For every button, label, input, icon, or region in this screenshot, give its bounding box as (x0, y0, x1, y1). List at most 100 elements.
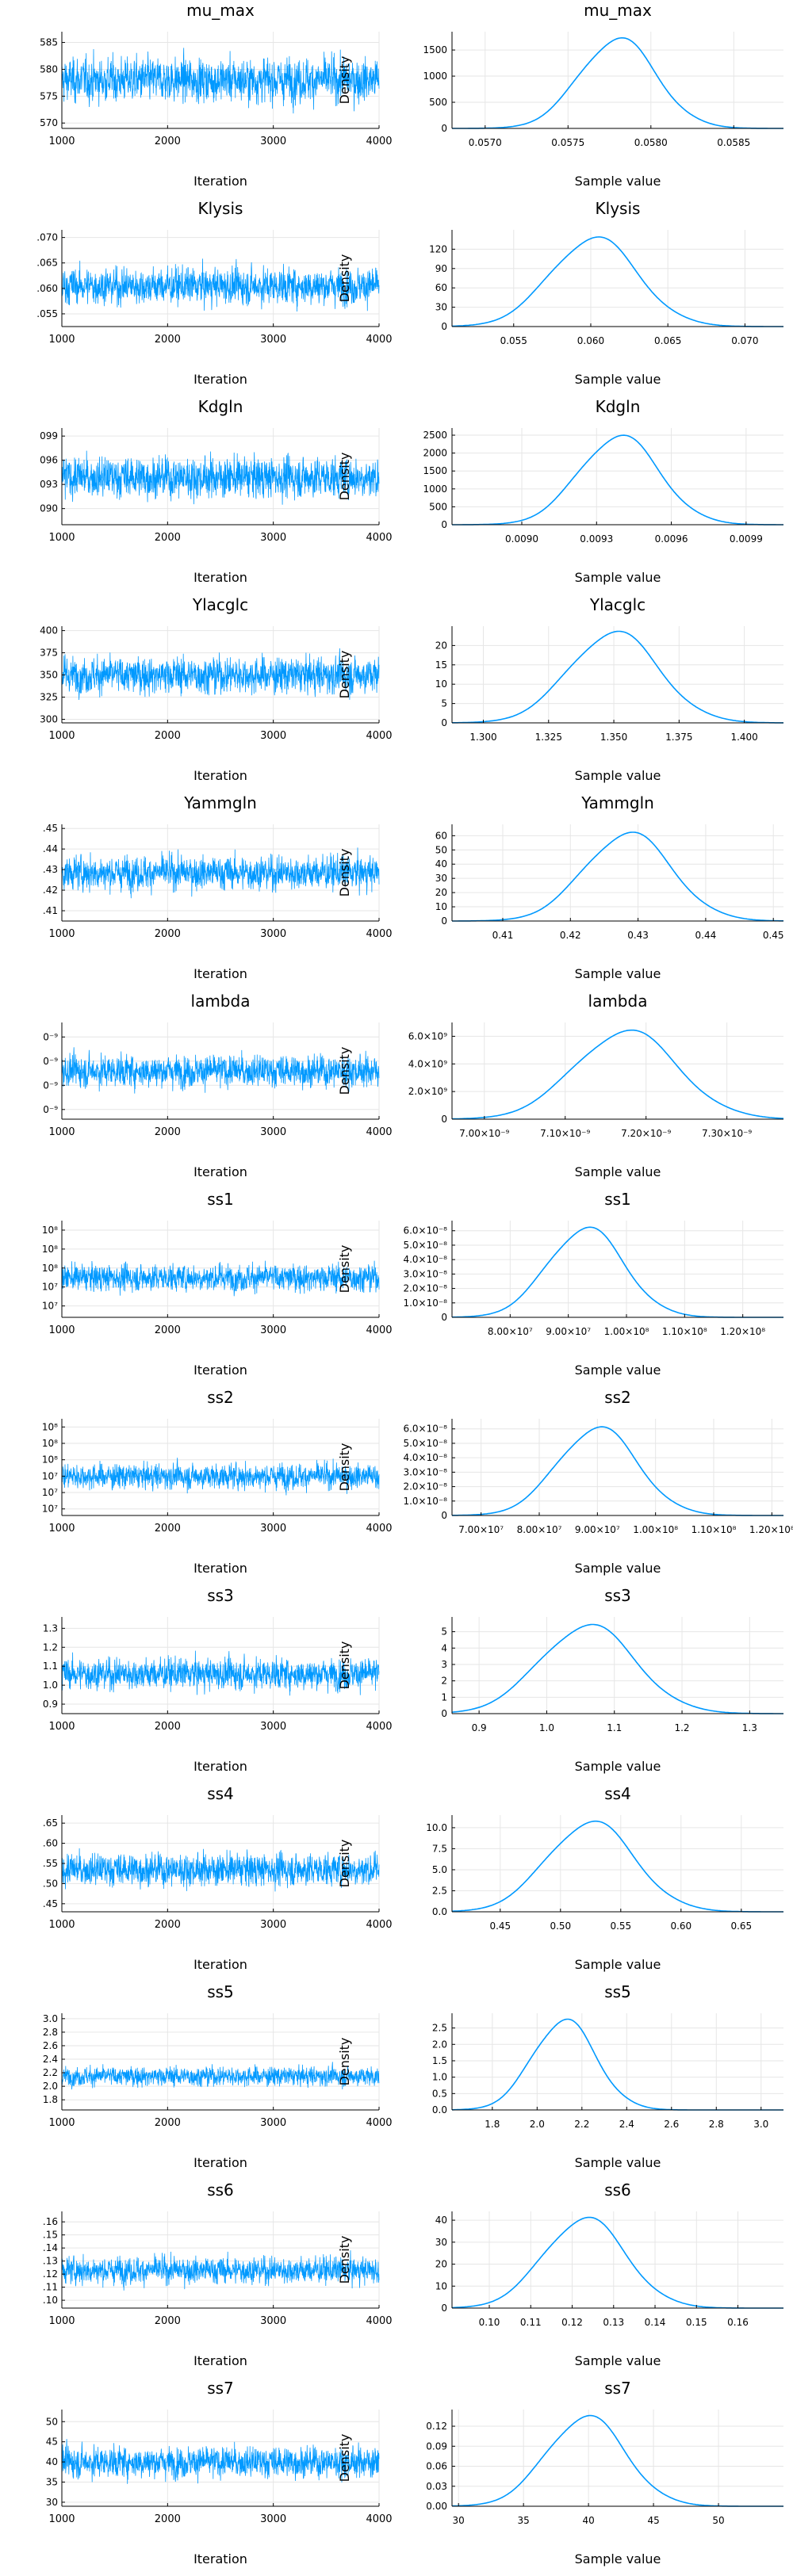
trace-y-tick-label: .16 (43, 2216, 58, 2227)
trace-series-ss1 (61, 1260, 380, 1297)
density-x-tick-label: 0.11 (520, 2317, 542, 2328)
density-panel-mu_max: 0.0570 0.0575 0.0580 0.0585 0 500 1000 1500 mu_m… (337, 1, 783, 189)
density-y-tick-label: 500 (429, 97, 447, 108)
trace-x-label: Iteration (193, 372, 247, 387)
density-y-tick-label: 30 (435, 2237, 447, 2248)
density-y-tick-label: 0 (441, 1510, 447, 1521)
density-y-tick-label: 4.0×10⁻⁸ (403, 1254, 447, 1265)
trace-y-tick-label: 10⁸ (42, 1263, 58, 1274)
density-x-tick-label: 0.0570 (469, 137, 502, 148)
trace-series-ss2 (61, 1458, 380, 1496)
trace-series-Ylacglc (61, 648, 380, 701)
density-x-label: Sample value (575, 2551, 661, 2566)
density-y-tick-label: 1000 (423, 71, 447, 82)
density-series-ss6 (452, 2216, 783, 2309)
trace-x-tick-label: 4000 (366, 1126, 392, 1138)
density-x-tick-label: 1.300 (469, 732, 496, 743)
density-y-tick-label: 60 (435, 282, 447, 293)
density-x-tick-label: 0.45 (489, 1921, 511, 1932)
density-x-tick-label: 7.10×10⁻⁹ (540, 1128, 590, 1139)
density-series-mu_max (452, 37, 783, 129)
trace-y-tick-label: .15 (43, 2230, 58, 2241)
density-y-tick-label: 2 (441, 1676, 447, 1687)
density-y-tick-label: 50 (435, 844, 447, 855)
trace-panel-ss6: 1000 2000 3000 4000 .10 .11 .12.13 .14.15 .16 ss6… (43, 2180, 393, 2368)
trace-y-tick-label: 325 (40, 692, 58, 703)
trace-y-tick-label: 375 (40, 648, 58, 659)
density-y-tick-label: 3.0×10⁻⁸ (403, 1466, 447, 1477)
density-y-label: Density (337, 254, 352, 303)
density-x-tick-label: 0.65 (730, 1921, 752, 1932)
density-y-tick-label: 90 (435, 263, 447, 274)
trace-x-label: Iteration (193, 966, 247, 981)
trace-y-tick-label: .65 (43, 1817, 58, 1829)
trace-y-tick-label: .41 (43, 905, 58, 916)
trace-series-ss7 (61, 2439, 380, 2484)
trace-x-tick-label: 1000 (48, 730, 75, 742)
density-x-tick-label: 9.00×10⁷ (575, 1524, 620, 1535)
density-x-tick-label: 0.44 (695, 930, 717, 941)
density-panel-ss7: 30 35 40 45 50 0.00 0.03 0.06 0.09 0.12 ss7 Sample … (337, 2379, 783, 2566)
density-y-tick-label: 2000 (423, 448, 447, 459)
density-y-tick-label: 2.0×10⁻⁸ (403, 1481, 447, 1492)
density-x-tick-label: 0.50 (550, 1921, 571, 1932)
density-y-tick-label: 10 (435, 901, 447, 912)
trace-y-tick-label: .42 (43, 885, 58, 896)
trace-y-tick-label: 10⁷ (42, 1487, 58, 1498)
density-y-tick-label: 40 (435, 858, 447, 869)
row-Kdgln: 1000 2000 3000 4000 090 093 096 099 Kdgln Iterati… (40, 397, 783, 585)
density-y-tick-label: 2.5 (432, 2023, 447, 2034)
density-panel-Yammgln: 0.41 0.42 0.43 0.44 0.45 0 10 20 30 40 50 60 Yammgln… (337, 793, 784, 981)
density-y-tick-label: 500 (429, 501, 447, 512)
density-panel-ss6: 0.10 0.11 0.12 0.13 0.14 0.15 0.16 0 10 20 30 40 ss6… (337, 2180, 783, 2368)
trace-x-label: Iteration (193, 1759, 247, 1774)
density-x-tick-label: 0.0099 (730, 533, 763, 545)
density-x-tick-label: 0.9 (472, 1722, 487, 1733)
trace-x-label: Iteration (193, 1957, 247, 1972)
density-x-tick-label: 1.00×10⁸ (604, 1326, 649, 1337)
density-y-tick-label: 5 (441, 698, 447, 709)
trace-y-tick-label: .50 (43, 1878, 58, 1889)
trace-panel-Yammgln: 1000 2000 3000 4000 .41 .42 .43 .44 .45 Yammgln It… (43, 793, 393, 981)
trace-x-tick-label: 1000 (48, 928, 75, 940)
density-y-tick-label: 2500 (423, 430, 447, 441)
density-x-tick-label: 1.20×10⁸ (720, 1326, 765, 1337)
trace-y-tick-label: 50 (46, 2416, 58, 2427)
trace-x-tick-label: 4000 (366, 2117, 392, 2129)
density-y-tick-label: 6.0×10⁹ (408, 1030, 447, 1041)
trace-x-label: Iteration (193, 1561, 247, 1576)
density-y-label: Density (337, 2038, 352, 2086)
trace-y-tick-label: 575 (40, 90, 58, 101)
density-y-tick-label: 4 (441, 1642, 447, 1653)
density-title: ss1 (604, 1190, 631, 1209)
density-y-tick-label: 0 (441, 1708, 447, 1719)
density-y-tick-label: 60 (435, 830, 447, 841)
density-y-tick-label: 30 (435, 873, 447, 884)
density-x-tick-label: 0.14 (645, 2317, 666, 2328)
row-ss2: 1000 2000 3000 4000 10⁷ 10⁷ 10⁷ 10⁸ 10⁸ 10⁸ ss2 Ite… (42, 1388, 793, 1576)
trace-title: Yammgln (183, 793, 257, 812)
density-title: ss5 (604, 1982, 631, 2001)
trace-series-Kdgln (61, 450, 380, 505)
density-series-ss4 (451, 1820, 783, 1913)
density-y-tick-label: 10 (435, 2280, 447, 2291)
density-y-tick-label: 1000 (423, 483, 447, 495)
density-x-tick-label: 50 (712, 2515, 724, 2526)
density-y-tick-label: 0 (441, 321, 447, 332)
trace-x-tick-label: 1000 (48, 1523, 75, 1535)
trace-y-tick-label: 0⁻⁹ (43, 1031, 58, 1042)
density-y-tick-label: 0 (441, 1312, 447, 1323)
trace-y-tick-label: 40 (46, 2456, 58, 2467)
density-y-tick-label: 5.0×10⁻⁸ (403, 1240, 447, 1251)
density-series-lambda (451, 1029, 784, 1120)
trace-series-ss3 (61, 1650, 380, 1696)
row-Klysis: 1000 2000 3000 4000 .055 .060 .065 .070 Klysis It… (36, 199, 783, 387)
density-y-tick-label: 120 (429, 243, 447, 254)
trace-x-tick-label: 4000 (366, 2513, 392, 2525)
density-y-tick-label: 0 (441, 717, 447, 728)
trace-y-tick-label: 10⁸ (42, 1438, 58, 1449)
density-x-tick-label: 0.0580 (634, 137, 668, 148)
trace-x-tick-label: 2000 (155, 928, 181, 940)
density-x-label: Sample value (575, 1759, 661, 1774)
density-y-label: Density (337, 1245, 352, 1294)
